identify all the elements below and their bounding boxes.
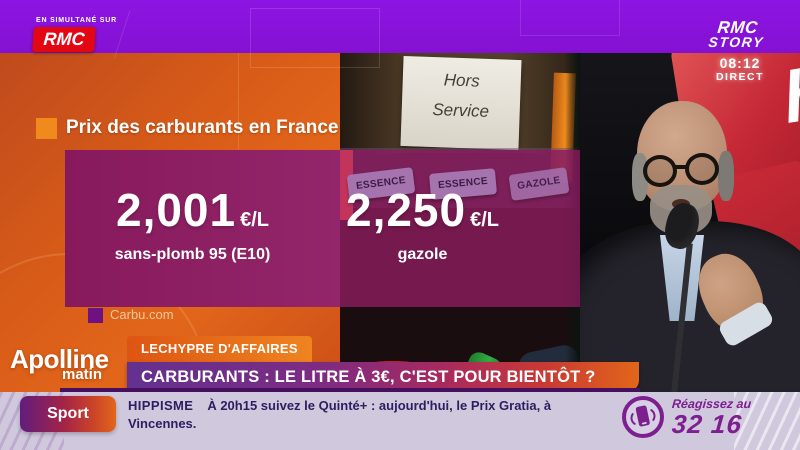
- ticker-category-badge: Sport: [20, 396, 116, 432]
- top-channel-band: EN SIMULTANÉ SUR RMC RMC STORY: [0, 0, 800, 80]
- pump-pink-edge: [340, 150, 353, 220]
- rmc-story-logo-line1: RMC: [716, 18, 759, 37]
- price-gazole-value: 2,250: [345, 184, 467, 236]
- title-bullet-square: [36, 118, 57, 139]
- clock-time: 08:12: [719, 55, 761, 71]
- price-gazole: 2,250 €/L: [315, 183, 530, 237]
- glasses-right-lens: [685, 153, 719, 185]
- rmc-story-logo: RMC STORY: [698, 18, 775, 50]
- ticker-message-line2: Vincennes.: [128, 415, 197, 431]
- segment-kicker: LECHYPRE D'AFFAIRES: [127, 336, 312, 362]
- price-gazole-unit: €/L: [470, 209, 500, 231]
- note-line2: Service: [432, 100, 490, 121]
- price-sp95-label: sans-plomb 95 (E10): [114, 246, 271, 263]
- show-logo-line1: Apolline: [10, 344, 109, 374]
- ticker-stripes-right: [734, 392, 800, 450]
- price-panel: [65, 150, 340, 307]
- time-display: 08:12 DIRECT: [708, 55, 772, 83]
- rmc-story-logo-line2: STORY: [707, 34, 765, 50]
- show-logo-line2: matin: [62, 366, 103, 383]
- price-sp95: 2,001 €/L: [70, 183, 315, 237]
- react-phone-number: 32 16: [670, 409, 744, 439]
- ticker-message-line1: À 20h15 suivez le Quinté+ : aujourd'hui,…: [207, 398, 552, 413]
- phone-icon: [622, 396, 664, 438]
- sign-letter-fragment: h: [777, 53, 800, 139]
- news-ticker: Sport HIPPISME À 20h15 suivez le Quinté+ …: [0, 392, 800, 450]
- show-logo: Apolline matin: [10, 346, 109, 383]
- studio-video: h eu 08:12 DIRECT: [580, 53, 800, 392]
- out-of-service-note: Hors Service: [400, 55, 522, 151]
- ticker-top-line: [60, 388, 640, 392]
- headline-banner: CARBURANTS : LE LITRE À 3€, C'EST POUR B…: [127, 362, 639, 392]
- speaker-glasses: [643, 153, 723, 189]
- glasses-left-lens: [643, 155, 677, 187]
- price-sp95-value: 2,001: [115, 184, 237, 236]
- price-gazole-label: gazole: [397, 246, 448, 263]
- source-bullet-square: [88, 308, 103, 323]
- react-call-to-action: Réagissez au 32 16: [622, 394, 792, 446]
- live-label: DIRECT: [715, 71, 765, 83]
- price-sp95-unit: €/L: [240, 209, 270, 231]
- glasses-bridge: [675, 165, 687, 169]
- source-credit: Carbu.com: [110, 307, 174, 322]
- speaker-hair-right: [718, 151, 734, 201]
- band-decor-1: [250, 8, 380, 68]
- rmc-logo: RMC: [32, 27, 96, 52]
- band-decor-2: [520, 0, 620, 36]
- simulcast-label: EN SIMULTANÉ SUR: [36, 17, 117, 24]
- note-line1: Hors: [443, 70, 481, 91]
- ticker-message: HIPPISME À 20h15 suivez le Quinté+ : aujo…: [128, 397, 658, 432]
- infographic-title: Prix des carburants en France: [66, 117, 339, 138]
- ticker-topic: HIPPISME: [128, 398, 194, 413]
